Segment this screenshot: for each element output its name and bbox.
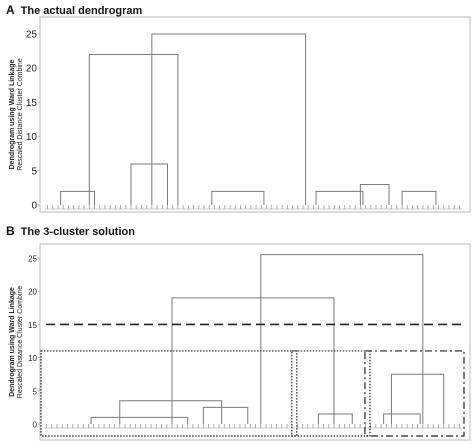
panel-b-merge-link — [383, 413, 421, 424]
panel-a-y-tick-label: 25 — [26, 30, 38, 41]
panel-a-title-text: The actual dendrogram — [20, 5, 143, 17]
panel-b-y-axis-label: Dendrogram using Ward Linkage — [9, 287, 16, 397]
panel-b-merge-link — [119, 400, 223, 424]
panel-a-y-axis-label: Dendrogram using Ward Linkage — [9, 59, 16, 169]
panel-a-y-tick-label: 10 — [26, 132, 38, 143]
panel-b-cluster-box — [291, 350, 371, 437]
panel-a-title: A The actual dendrogram — [6, 3, 142, 17]
panel-a-y-axis-label-secondary: Rescaled Distance Cluster Combine — [17, 58, 24, 171]
panel-a-merge-link — [60, 190, 96, 205]
panel-a-merge-link — [359, 183, 390, 205]
panel-b-merge-link — [390, 373, 445, 424]
panel-b-title-text: The 3-cluster solution — [20, 226, 135, 238]
panel-a-merge-link — [315, 190, 364, 205]
panel-b-y-tick-label: 0 — [33, 421, 38, 430]
panel-b-y-tick-label: 5 — [33, 387, 38, 396]
panel-b-title: B The 3-cluster solution — [6, 224, 135, 238]
panel-b-merge-link — [202, 406, 249, 424]
panel-a-letter: A — [6, 3, 15, 17]
panel-b-merge-link — [90, 416, 189, 424]
panel-b-cluster-box — [40, 350, 298, 437]
panel-b-letter: B — [6, 224, 15, 238]
panel-b-y-tick-label: 10 — [28, 354, 37, 363]
panel-b-y-axis-label-secondary: Rescaled Distance Cluster Combine — [17, 286, 24, 399]
panel-b-merge-link — [260, 254, 424, 424]
panel-a-merge-link — [151, 33, 307, 205]
panel-a-y-tick-label: 0 — [31, 201, 37, 212]
panel-b-merge-link — [317, 413, 353, 424]
panel-a-y-tick-label: 20 — [26, 64, 38, 75]
panel-b-y-tick-label: 15 — [28, 321, 37, 330]
panel-a-merge-link — [401, 190, 437, 205]
panel-b-plot-frame — [39, 243, 471, 441]
panel-a-y-tick-label: 5 — [31, 166, 37, 177]
panel-b-y-tick-label: 25 — [28, 255, 37, 264]
panel-a-merge-link — [88, 54, 179, 205]
panel-a-merge-link — [130, 163, 168, 205]
panel-a-merge-link — [211, 190, 265, 205]
panel-b-cluster-box — [364, 350, 465, 437]
panel-b-merge-link — [171, 297, 335, 424]
panel-b-y-tick-label: 20 — [28, 288, 37, 297]
panel-a-y-tick-label: 15 — [26, 98, 38, 109]
panel-a-plot-frame — [39, 16, 471, 213]
